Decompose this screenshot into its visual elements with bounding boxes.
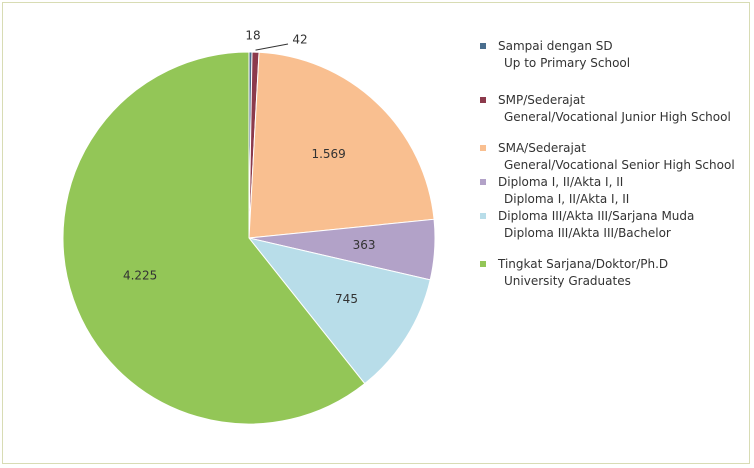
legend-entry: Diploma I, II/Akta I, II Diploma I, II/Ak… xyxy=(478,174,750,208)
legend-swatch xyxy=(480,145,486,151)
pie-slice xyxy=(62,51,366,425)
legend-label: Up to Primary School xyxy=(504,56,631,70)
legend-swatch xyxy=(480,261,486,267)
data-label: 745 xyxy=(335,292,358,306)
legend-swatch xyxy=(480,213,486,219)
legend-label: Diploma III/Akta III/Bachelor xyxy=(504,226,671,240)
legend-label: Diploma I, II/Akta I, II xyxy=(504,192,630,206)
legend-label: Diploma I, II/Akta I, II xyxy=(498,175,624,189)
data-label: 363 xyxy=(353,238,376,252)
legend-entry: Diploma III/Akta III/Sarjana Muda Diploma… xyxy=(478,208,750,242)
pie-slice xyxy=(248,51,435,239)
data-label: 4.225 xyxy=(123,268,157,282)
legend: Sampai dengan SD Up to Primary School SMP/… xyxy=(478,38,750,290)
legend-label: General/Vocational Senior High School xyxy=(504,158,735,172)
legend-label: Sampai dengan SD xyxy=(498,39,613,53)
data-label: 42 xyxy=(292,33,307,47)
legend-label: SMA/Sederajat xyxy=(498,141,586,155)
legend-label: Tingkat Sarjana/Doktor/Ph.D xyxy=(498,257,669,271)
legend-entry: Tingkat Sarjana/Doktor/Ph.D University Gr… xyxy=(478,256,750,290)
legend-label: Diploma III/Akta III/Sarjana Muda xyxy=(498,209,695,223)
pie-slice xyxy=(247,237,431,385)
legend-swatch xyxy=(480,43,486,49)
legend-entry: SMP/Sederajat General/Vocational Junior H… xyxy=(478,92,750,126)
legend-entry: Sampai dengan SD Up to Primary School xyxy=(478,38,750,72)
leader-line xyxy=(255,43,289,51)
legend-swatch xyxy=(480,97,486,103)
legend-swatch xyxy=(480,179,486,185)
data-label: 1.569 xyxy=(311,147,345,161)
chart-frame xyxy=(2,2,750,464)
data-label: 18 xyxy=(245,29,260,43)
legend-label: SMP/Sederajat xyxy=(498,93,585,107)
legend-label: University Graduates xyxy=(504,274,631,288)
legend-entry: SMA/Sederajat General/Vocational Senior H… xyxy=(478,140,750,174)
legend-label: General/Vocational Junior High School xyxy=(504,110,731,124)
